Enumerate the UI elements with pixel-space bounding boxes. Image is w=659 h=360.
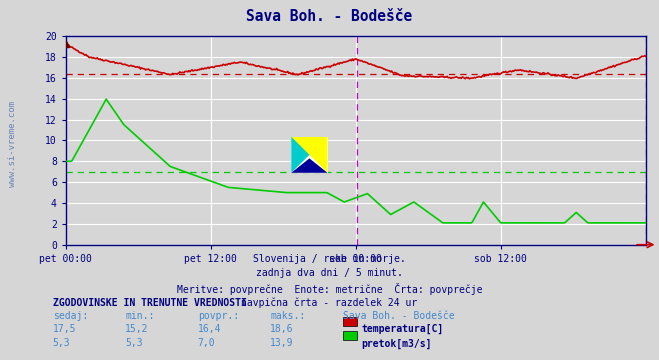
Text: Sava Boh. - Bodešče: Sava Boh. - Bodešče: [343, 311, 454, 321]
Text: zadnja dva dni / 5 minut.: zadnja dva dni / 5 minut.: [256, 268, 403, 278]
Text: pretok[m3/s]: pretok[m3/s]: [361, 338, 432, 348]
Text: temperatura[C]: temperatura[C]: [361, 324, 444, 334]
Text: Slovenija / reke in morje.: Slovenija / reke in morje.: [253, 254, 406, 264]
Text: 16,4: 16,4: [198, 324, 221, 334]
Text: 17,5: 17,5: [53, 324, 76, 334]
Text: www.si-vreme.com: www.si-vreme.com: [8, 101, 17, 187]
Text: maks.:: maks.:: [270, 311, 305, 321]
Polygon shape: [291, 158, 328, 173]
Text: min.:: min.:: [125, 311, 155, 321]
Text: 15,2: 15,2: [125, 324, 149, 334]
Polygon shape: [291, 137, 328, 173]
Text: Meritve: povprečne  Enote: metrične  Črta: povprečje: Meritve: povprečne Enote: metrične Črta:…: [177, 283, 482, 294]
Text: ZGODOVINSKE IN TRENUTNE VREDNOSTI: ZGODOVINSKE IN TRENUTNE VREDNOSTI: [53, 298, 246, 308]
Text: 5,3: 5,3: [53, 338, 71, 348]
Text: 7,0: 7,0: [198, 338, 215, 348]
Text: 18,6: 18,6: [270, 324, 294, 334]
Text: navpična črta - razdelek 24 ur: navpična črta - razdelek 24 ur: [241, 297, 418, 307]
Text: 5,3: 5,3: [125, 338, 143, 348]
Text: Sava Boh. - Bodešče: Sava Boh. - Bodešče: [246, 9, 413, 24]
Polygon shape: [291, 137, 328, 173]
Text: sedaj:: sedaj:: [53, 311, 88, 321]
Text: povpr.:: povpr.:: [198, 311, 239, 321]
Text: 13,9: 13,9: [270, 338, 294, 348]
